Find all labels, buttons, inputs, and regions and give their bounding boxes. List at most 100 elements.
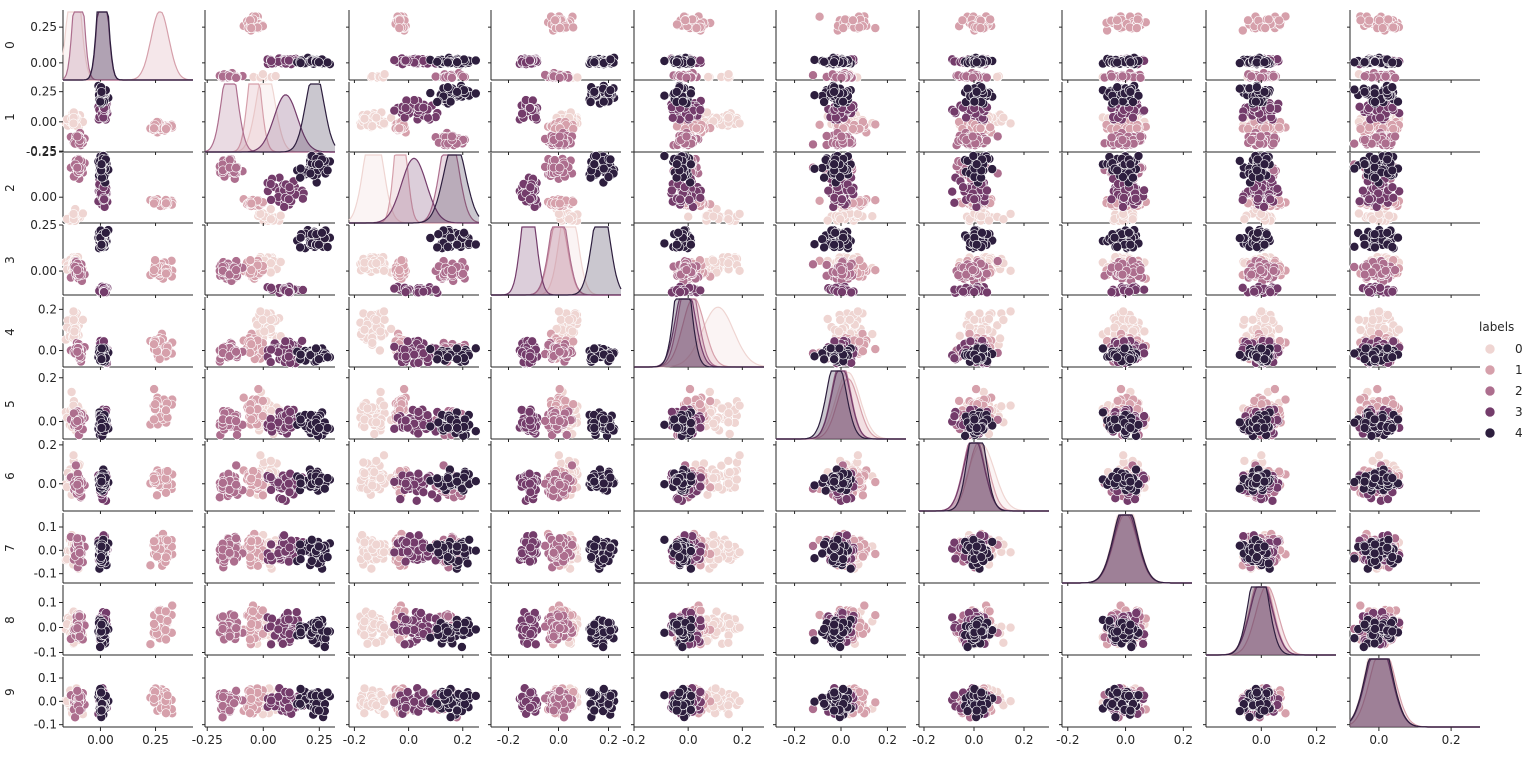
scatter-point bbox=[659, 151, 670, 161]
scatter-point bbox=[723, 112, 734, 123]
scatter-point bbox=[231, 73, 241, 83]
scatter-point bbox=[447, 131, 457, 142]
scatter-point bbox=[678, 96, 688, 107]
scatter-point bbox=[359, 113, 370, 124]
y-tick-label: 0.00 bbox=[30, 56, 57, 70]
scatter-point bbox=[667, 113, 678, 123]
scatter-point bbox=[425, 88, 436, 98]
scatter-point bbox=[846, 185, 857, 196]
scatter-point bbox=[470, 55, 481, 66]
panel-2-3 bbox=[488, 151, 621, 226]
scatter-point bbox=[1349, 57, 1360, 68]
scatter-point bbox=[1112, 15, 1122, 26]
scatter-point bbox=[1106, 71, 1117, 82]
scatter-point bbox=[525, 103, 535, 113]
scatter-point bbox=[819, 56, 829, 67]
scatter-point bbox=[675, 194, 685, 205]
scatter-point bbox=[1135, 131, 1146, 142]
scatter-point bbox=[691, 123, 702, 134]
scatter-point bbox=[819, 97, 829, 107]
scatter-point bbox=[283, 194, 294, 205]
scatter-point bbox=[525, 55, 535, 66]
scatter-point bbox=[96, 87, 107, 97]
scatter-point bbox=[1268, 138, 1279, 149]
scatter-point bbox=[245, 15, 255, 26]
scatter-point bbox=[589, 57, 600, 68]
scatter-point bbox=[829, 159, 839, 169]
scatter-point bbox=[1125, 57, 1136, 68]
scatter-point bbox=[723, 69, 734, 79]
panel-0-1 bbox=[202, 10, 335, 83]
scatter-point bbox=[957, 15, 968, 26]
scatter-point bbox=[589, 87, 600, 97]
scatter-point bbox=[1268, 71, 1279, 82]
scatter-point bbox=[837, 194, 847, 205]
y-tick-label: 0.00 bbox=[30, 115, 57, 129]
y-tick-label: 0.25 bbox=[30, 20, 57, 34]
scatter-point bbox=[981, 135, 992, 146]
panel-2-4 bbox=[631, 151, 764, 226]
scatter-point bbox=[967, 73, 978, 83]
scatter-point bbox=[671, 159, 682, 169]
scatter-point bbox=[853, 209, 863, 219]
panel-1-3 bbox=[488, 81, 621, 155]
kde-line-4 bbox=[63, 11, 193, 81]
scatter-point bbox=[1259, 87, 1270, 97]
scatter-point bbox=[1377, 23, 1388, 33]
scatter-point bbox=[270, 71, 281, 81]
scatter-point bbox=[814, 196, 825, 206]
scatter-point bbox=[686, 88, 696, 99]
panel-2-6 bbox=[916, 151, 1049, 226]
scatter-point bbox=[667, 185, 677, 196]
panel-1-2 bbox=[346, 81, 481, 155]
scatter-point bbox=[231, 162, 241, 173]
scatter-point bbox=[605, 54, 616, 65]
scatter-point bbox=[1274, 122, 1284, 133]
scatter-point bbox=[686, 159, 696, 170]
panel-0-0: 0.000.250 bbox=[3, 10, 193, 83]
kde-fill-0 bbox=[63, 12, 193, 80]
scatter-point bbox=[161, 198, 171, 209]
y-tick-label: 0.25 bbox=[30, 85, 57, 99]
panel-0-4 bbox=[631, 10, 764, 83]
scatter-point bbox=[1005, 209, 1016, 219]
scatter-point bbox=[947, 186, 958, 197]
scatter-point bbox=[1005, 118, 1016, 129]
scatter-point bbox=[283, 55, 294, 66]
scatter-point bbox=[246, 198, 257, 209]
scatter-point bbox=[975, 23, 986, 33]
scatter-point bbox=[680, 15, 691, 26]
scatter-point bbox=[1235, 83, 1245, 94]
scatter-point bbox=[1390, 73, 1400, 83]
panel-0-9 bbox=[1347, 10, 1480, 83]
kde-fill-3 bbox=[63, 12, 193, 80]
scatter-point bbox=[246, 23, 257, 33]
scatter-point bbox=[1370, 97, 1380, 107]
scatter-point bbox=[976, 211, 987, 222]
panel-0-7 bbox=[1059, 10, 1192, 83]
scatter-point bbox=[829, 57, 839, 68]
scatter-point bbox=[1387, 82, 1398, 92]
panel-2-1 bbox=[202, 151, 335, 226]
scatter-point bbox=[1112, 57, 1122, 68]
scatter-point bbox=[379, 69, 390, 79]
scatter-point bbox=[1125, 87, 1136, 97]
scatter-point bbox=[1387, 57, 1398, 68]
scatter-point bbox=[1355, 124, 1366, 134]
panel-0-2 bbox=[346, 10, 481, 83]
panel-1-9 bbox=[1347, 81, 1480, 155]
scatter-point bbox=[585, 97, 596, 107]
scatter-point bbox=[681, 131, 692, 142]
scatter-point bbox=[1255, 131, 1266, 142]
scatter-point bbox=[554, 162, 565, 173]
scatter-point bbox=[603, 172, 614, 182]
scatter-point bbox=[1133, 14, 1143, 25]
kde-fill-1 bbox=[63, 12, 193, 80]
scatter-point bbox=[1375, 112, 1385, 123]
scatter-point bbox=[681, 73, 692, 83]
panel-0-6 bbox=[916, 10, 1049, 83]
scatter-point bbox=[554, 23, 565, 33]
scatter-point bbox=[1390, 131, 1400, 142]
scatter-point bbox=[1380, 71, 1391, 82]
scatter-point bbox=[985, 122, 996, 133]
